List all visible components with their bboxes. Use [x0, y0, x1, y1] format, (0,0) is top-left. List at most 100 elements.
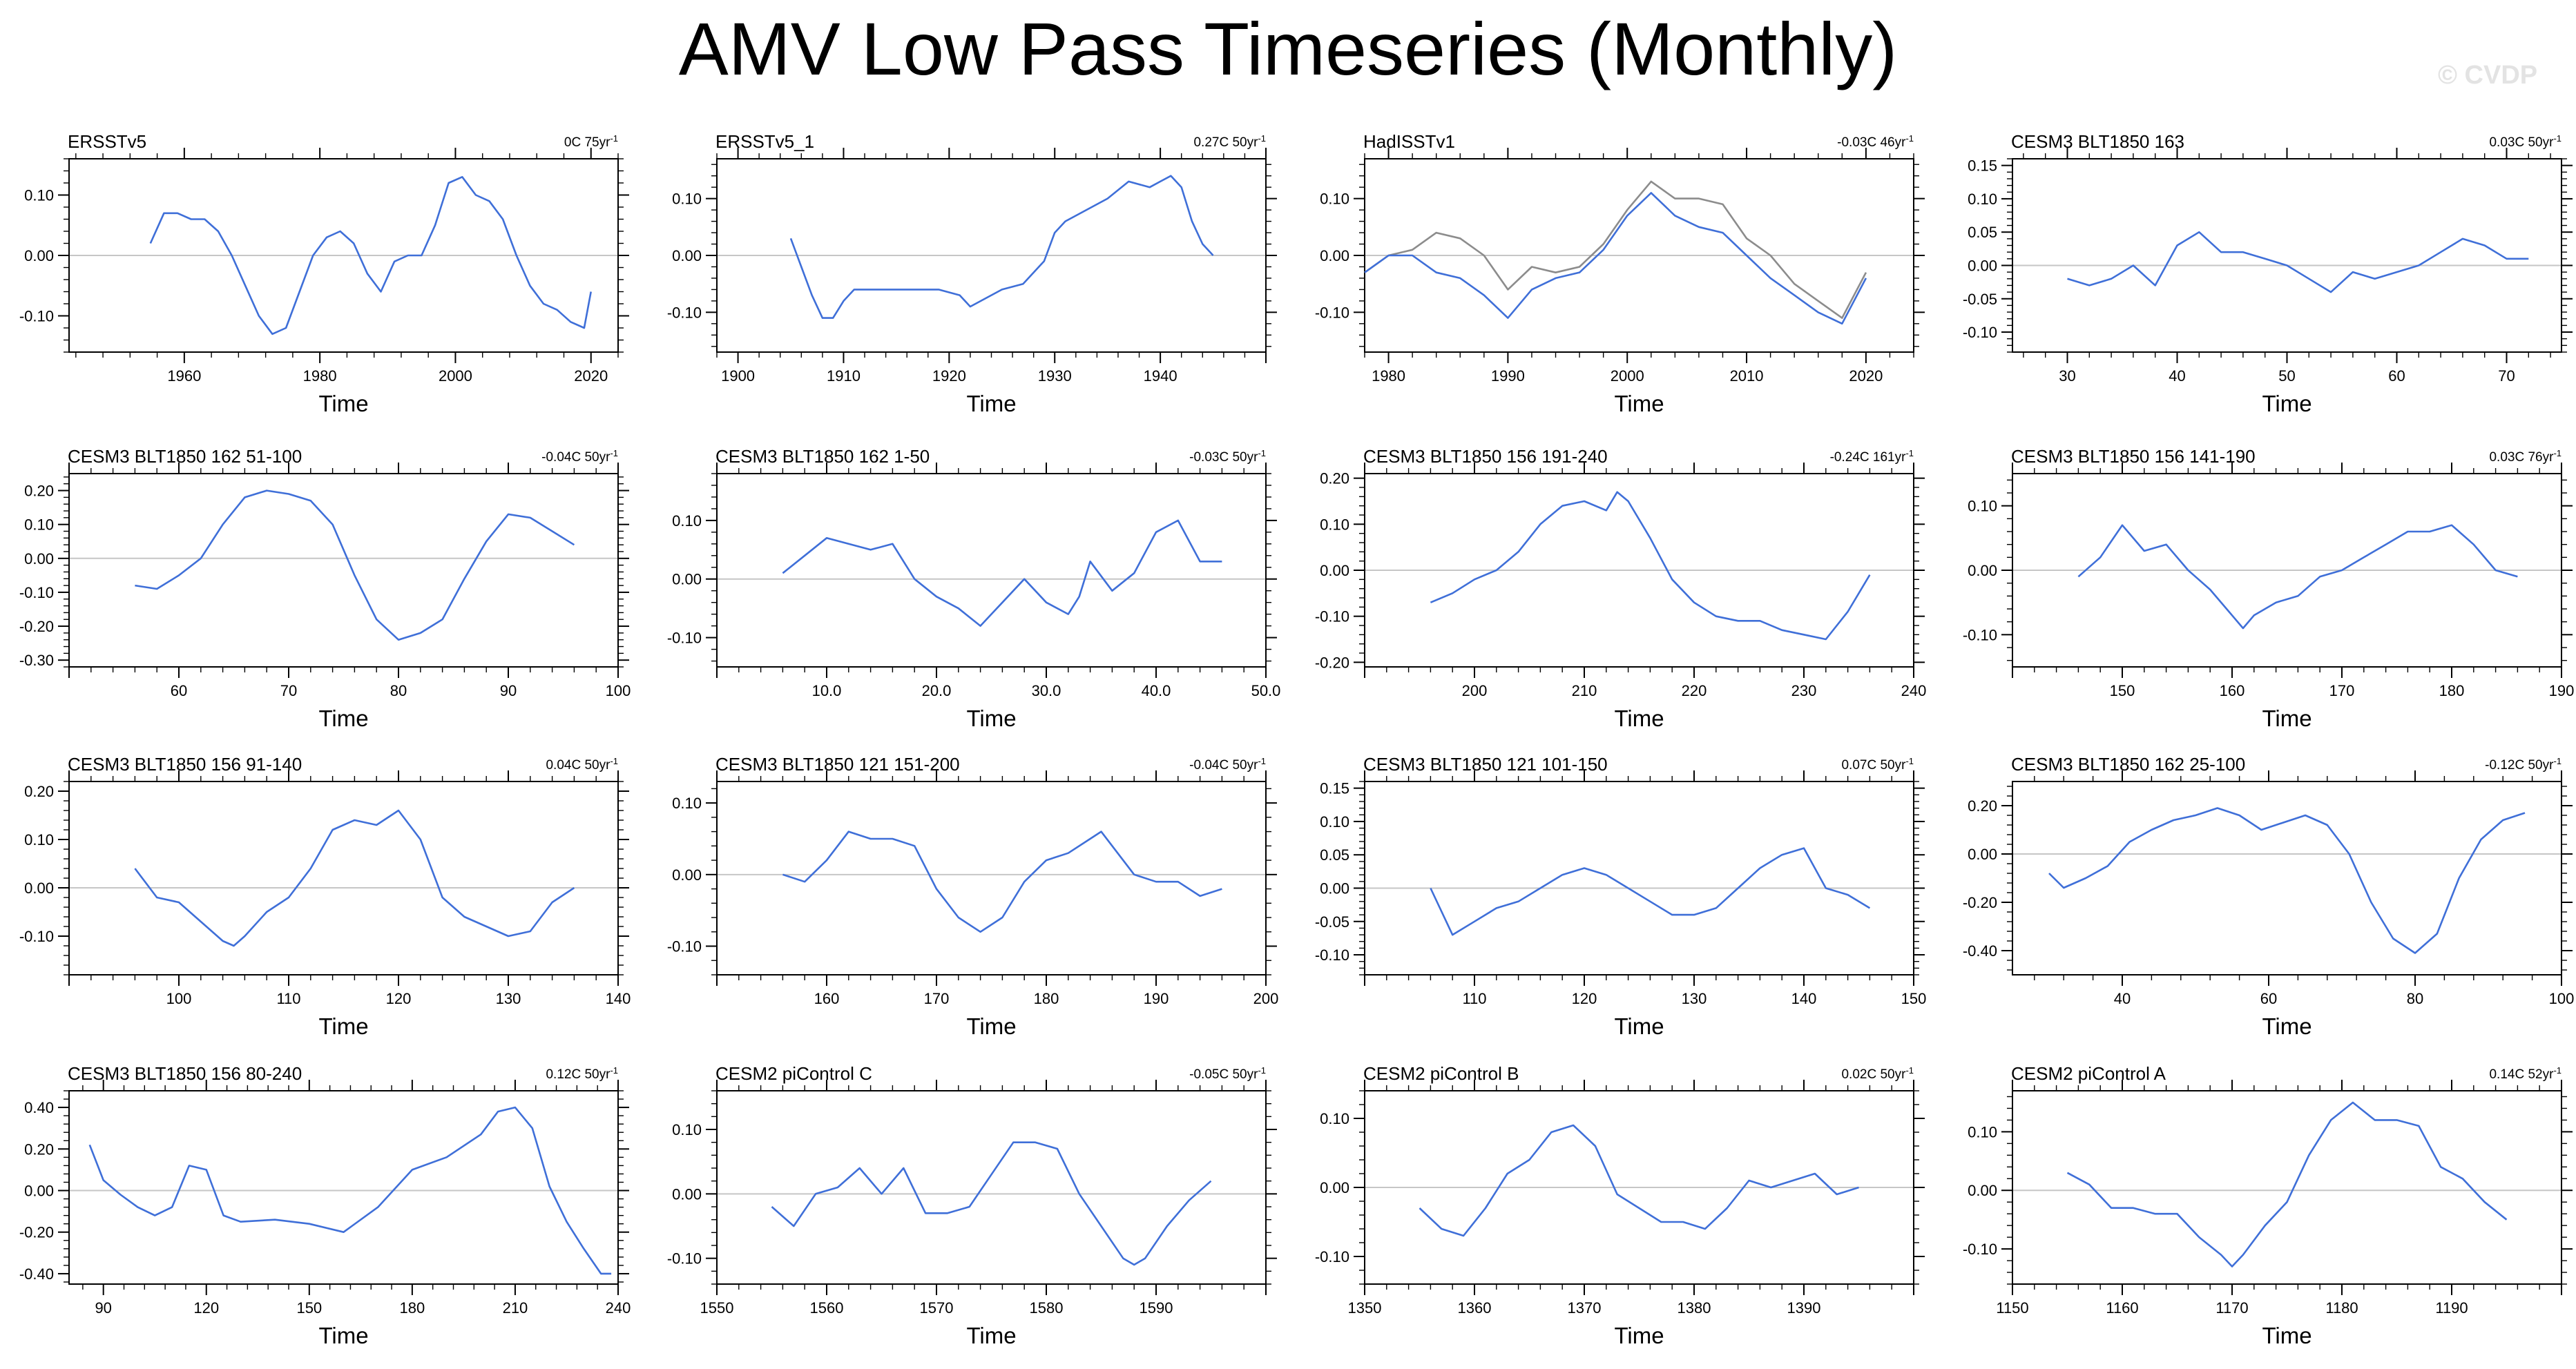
- x-tick-label: 1170: [2215, 1299, 2248, 1317]
- trend-exponent: -1: [610, 1065, 618, 1076]
- panel-1: ERSSTv5 0C 75yr-1 1960 1980 2000 2020 -0.10 0.0…: [19, 131, 629, 416]
- y-tick-label: 0.20: [1968, 797, 1997, 815]
- x-tick-label: 2020: [1849, 367, 1883, 385]
- panel-title: CESM3 BLT1850 162 25-100: [2011, 754, 2245, 775]
- x-tick-label: 70: [280, 682, 297, 699]
- panel-title: CESM3 BLT1850 156 191-240: [1363, 446, 1608, 467]
- panel-7: CESM3 BLT1850 156 191-240 -0.24C 161yr-1 2…: [1315, 446, 1927, 731]
- panel-5: CESM3 BLT1850 162 51-100 -0.04C 50yr-1 60 7…: [19, 446, 631, 731]
- series-line: [782, 831, 1222, 933]
- panel-title: CESM3 BLT1850 163: [2011, 131, 2184, 152]
- y-tick-label: -0.10: [1315, 608, 1349, 625]
- y-tick-label: 0.05: [1320, 846, 1349, 864]
- x-tick-label: 1380: [1678, 1299, 1711, 1317]
- plot-frame: [716, 1090, 1267, 1285]
- y-tick-label: 0.10: [1968, 191, 1997, 208]
- x-axis-label: Time: [2262, 1013, 2311, 1039]
- panel-title: CESM3 BLT1850 156 141-190: [2011, 446, 2256, 467]
- y-tick-label: 0.10: [1968, 498, 1997, 515]
- trend-exponent: -1: [2553, 1065, 2561, 1076]
- trend-exponent: -1: [1905, 1065, 1914, 1076]
- panel-title: ERSSTv5_1: [715, 131, 814, 152]
- trend-exponent: -1: [2553, 756, 2561, 766]
- x-axis-label: Time: [966, 1323, 1016, 1348]
- x-tick-label: 70: [2498, 367, 2515, 385]
- series-line: [1364, 180, 1867, 319]
- y-tick-label: 0.10: [672, 1121, 702, 1138]
- y-tick-label: 0.00: [24, 880, 54, 897]
- x-axis-label: Time: [318, 391, 368, 416]
- panel-16: CESM2 piControl A 0.14C 52yr-1 1150 1160 117…: [1963, 1063, 2573, 1348]
- y-tick-label: -0.10: [667, 304, 702, 321]
- x-tick-label: 1990: [1491, 367, 1525, 385]
- y-tick-label: -0.10: [19, 928, 54, 945]
- x-tick-label: 120: [386, 990, 412, 1007]
- y-tick-label: 0.20: [24, 1140, 54, 1158]
- x-tick-label: 90: [95, 1299, 111, 1317]
- y-tick-label: 0.00: [1320, 1179, 1349, 1196]
- x-tick-label: 120: [193, 1299, 219, 1317]
- trend-label: 0.14C 52yr-1: [2489, 1065, 2561, 1082]
- y-tick-label: -0.20: [19, 1224, 54, 1241]
- panel-title: CESM3 BLT1850 162 1-50: [715, 446, 930, 467]
- y-tick-label: 0.00: [1968, 257, 1997, 274]
- x-axis-label: Time: [1614, 706, 1664, 731]
- x-tick-label: 60: [2260, 990, 2277, 1007]
- series-line: [789, 175, 1214, 319]
- plot-frame: [2012, 158, 2562, 353]
- x-tick-label: 240: [1901, 682, 1927, 699]
- y-tick-label: -0.30: [19, 652, 54, 669]
- y-tick-label: 0.00: [1968, 1182, 1997, 1199]
- y-tick-label: 0.00: [1968, 562, 1997, 579]
- trend-exponent: -1: [2553, 448, 2561, 458]
- x-tick-label: 20.0: [922, 682, 952, 699]
- y-tick-label: -0.20: [1963, 894, 1997, 911]
- x-tick-label: 1940: [1144, 367, 1178, 385]
- trend-label: 0.27C 50yr-1: [1193, 133, 1266, 151]
- panel-title: CESM3 BLT1850 121 101-150: [1363, 754, 1608, 775]
- x-tick-label: 180: [2439, 682, 2465, 699]
- x-tick-label: 190: [2549, 682, 2575, 699]
- x-tick-label: 2020: [574, 367, 608, 385]
- trend-exponent: -1: [610, 133, 618, 144]
- y-tick-label: 0.10: [672, 795, 702, 812]
- x-tick-label: 1560: [810, 1299, 844, 1317]
- cvdp-watermark: © CVDP: [2438, 61, 2538, 90]
- y-tick-label: 0.15: [1968, 157, 1997, 175]
- y-tick-label: 0.10: [1320, 516, 1349, 533]
- x-tick-label: 90: [500, 682, 517, 699]
- trend-label: -0.04C 50yr-1: [541, 448, 618, 465]
- x-axis-label: Time: [1614, 1323, 1664, 1348]
- trend-exponent: -1: [610, 448, 618, 458]
- y-tick-label: -0.10: [1315, 1248, 1349, 1265]
- panel-title: CESM3 BLT1850 156 80-240: [68, 1063, 302, 1084]
- trend-exponent: -1: [1258, 448, 1266, 458]
- x-tick-label: 1920: [932, 367, 966, 385]
- x-tick-label: 240: [606, 1299, 631, 1317]
- y-tick-label: -0.10: [1963, 324, 1997, 341]
- y-tick-label: 0.10: [1320, 1110, 1349, 1127]
- panel-3: HadISSTv1 -0.03C 46yr-1 1980 1990 2000 2010 20…: [1315, 131, 1925, 416]
- y-tick-label: -0.10: [19, 584, 54, 601]
- x-tick-label: 40: [2169, 367, 2185, 385]
- x-tick-label: 60: [171, 682, 187, 699]
- page-title: AMV Low Pass Timeseries (Monthly): [678, 7, 1898, 90]
- x-tick-label: 1150: [1996, 1299, 2028, 1317]
- plot-frame: [2012, 781, 2562, 975]
- series-line: [1364, 192, 1867, 325]
- x-tick-label: 80: [2407, 990, 2423, 1007]
- y-tick-label: 0.40: [24, 1099, 54, 1116]
- x-tick-label: 1180: [2325, 1299, 2358, 1317]
- x-axis-label: Time: [966, 1013, 1016, 1039]
- x-tick-label: 1900: [721, 367, 755, 385]
- trend-label: -0.04C 50yr-1: [1189, 756, 1266, 773]
- x-tick-label: 1910: [827, 367, 861, 385]
- x-tick-label: 1980: [1372, 367, 1405, 385]
- y-tick-label: 0.20: [24, 783, 54, 800]
- trend-label: 0.12C 50yr-1: [546, 1065, 618, 1082]
- series-line: [1430, 491, 1871, 641]
- y-tick-label: -0.10: [667, 1250, 702, 1268]
- y-tick-label: 0.10: [672, 191, 702, 208]
- y-tick-label: 0.00: [672, 247, 702, 264]
- x-tick-label: 190: [1144, 990, 1169, 1007]
